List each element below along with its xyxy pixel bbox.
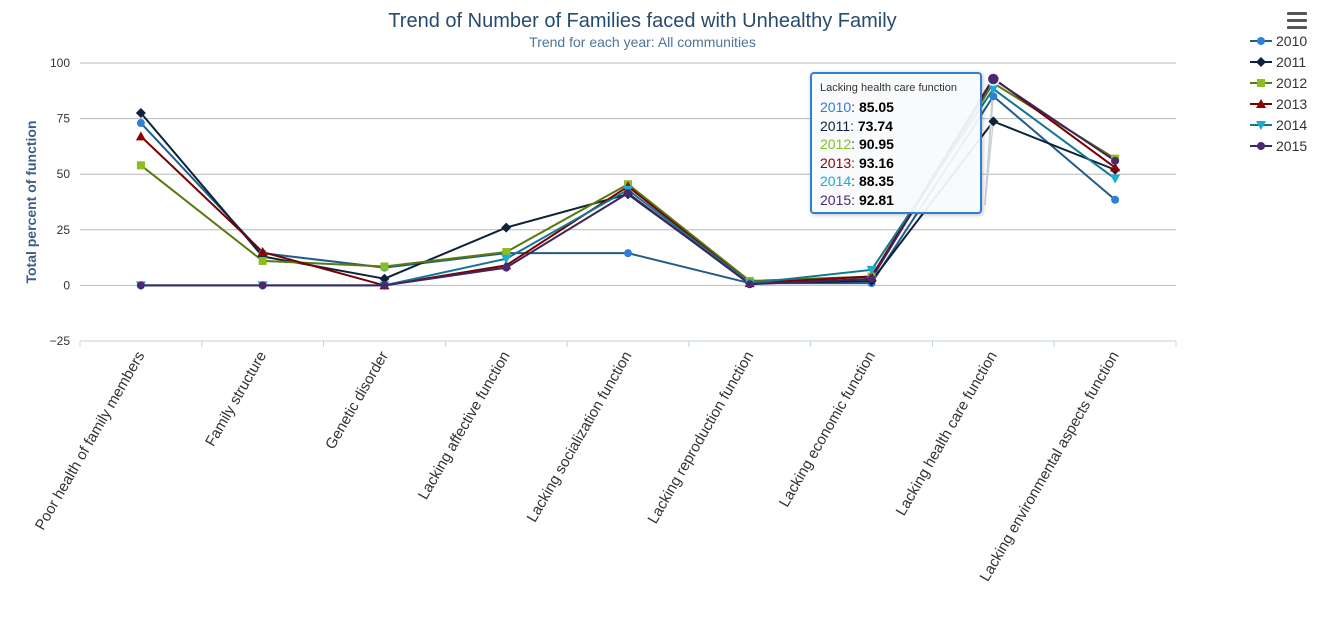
x-tick-label: Poor health of family members bbox=[32, 349, 148, 534]
data-point-2013[interactable] bbox=[257, 247, 268, 257]
x-tick-label: Lacking health care function bbox=[893, 348, 1001, 518]
tooltip-value: 92.81 bbox=[858, 191, 894, 208]
tooltip: Lacking health care function 2010: 85.05… bbox=[810, 72, 982, 214]
x-tick-label: Lacking economic function bbox=[776, 349, 879, 511]
data-point-2015[interactable] bbox=[502, 263, 511, 272]
legend-symbol bbox=[1250, 36, 1272, 45]
tooltip-row-2015: 2015: 92.81 bbox=[820, 191, 894, 208]
hamburger-menu-icon[interactable] bbox=[1284, 12, 1310, 34]
tooltip-value: 88.35 bbox=[858, 173, 894, 190]
legend-symbol bbox=[1250, 56, 1272, 67]
tooltip-value: 90.95 bbox=[858, 136, 894, 153]
data-point-2011[interactable] bbox=[988, 116, 999, 127]
y-tick-label: −25 bbox=[50, 334, 71, 348]
data-point-2010[interactable] bbox=[989, 92, 998, 101]
y-axis-title: Total percent of function bbox=[23, 120, 39, 283]
tooltip-value: 85.05 bbox=[858, 99, 894, 115]
data-point-2010[interactable] bbox=[136, 119, 145, 128]
data-point-2011[interactable] bbox=[135, 108, 146, 119]
legend-item-2014[interactable]: 2014 bbox=[1250, 114, 1307, 135]
data-point-2014[interactable] bbox=[866, 265, 877, 275]
legend-label: 2010 bbox=[1276, 32, 1308, 49]
data-point-2014[interactable] bbox=[1110, 174, 1121, 184]
legend-marker[interactable] bbox=[1256, 98, 1266, 108]
tooltip-header: Lacking health care function bbox=[820, 82, 957, 94]
data-point-2013[interactable] bbox=[1110, 162, 1121, 172]
legend-symbol bbox=[1250, 141, 1272, 150]
legend-marker[interactable] bbox=[1257, 78, 1265, 87]
x-tick-label: Genetic disorder bbox=[322, 349, 392, 453]
grid-layer bbox=[80, 62, 1176, 342]
legend-label: 2014 bbox=[1276, 116, 1308, 133]
tooltip-year: 2014 bbox=[820, 173, 852, 190]
tooltip-value: 93.16 bbox=[858, 154, 894, 171]
data-point-2015[interactable] bbox=[380, 281, 389, 290]
data-point-2011[interactable] bbox=[379, 273, 390, 284]
data-point-2014[interactable] bbox=[501, 254, 512, 264]
axis-layer: −25 0 25 50 75 100 Total percent of function Po… bbox=[23, 56, 1177, 585]
legend-marker[interactable] bbox=[1256, 120, 1266, 130]
tooltip-value: 73.74 bbox=[857, 117, 893, 134]
x-tick-label: Lacking socialization function bbox=[524, 349, 636, 526]
y-tick-label: 25 bbox=[57, 223, 71, 237]
tooltip-year: 2012 bbox=[820, 136, 852, 153]
legend-symbol bbox=[1250, 98, 1272, 108]
data-point-2013[interactable] bbox=[135, 131, 146, 141]
data-point-2015[interactable] bbox=[867, 274, 876, 283]
legend-symbol bbox=[1250, 78, 1272, 87]
y-tick-label: 100 bbox=[50, 56, 70, 70]
legend-item-2015[interactable]: 2015 bbox=[1250, 135, 1307, 156]
x-tick-label: Lacking affective function bbox=[415, 349, 514, 503]
x-tick-label: Lacking reproduction function bbox=[645, 349, 758, 527]
hover-point[interactable] bbox=[986, 72, 1001, 86]
legend-item-2012[interactable]: 2012 bbox=[1250, 72, 1307, 93]
data-point-2010[interactable] bbox=[624, 249, 632, 258]
data-point-2012[interactable] bbox=[258, 256, 267, 265]
y-tick-label: 75 bbox=[57, 112, 71, 126]
data-point-2012[interactable] bbox=[136, 161, 145, 170]
data-point-2015[interactable] bbox=[745, 280, 754, 289]
legend-marker[interactable] bbox=[1257, 36, 1265, 45]
data-point-2011[interactable] bbox=[501, 222, 512, 233]
data-point-2015[interactable] bbox=[624, 189, 632, 198]
data-point-2012[interactable] bbox=[380, 262, 389, 271]
legend-symbol bbox=[1250, 120, 1272, 130]
legend-item-2011[interactable]: 2011 bbox=[1250, 51, 1307, 72]
tooltip-row-2013: 2013: 93.16 bbox=[820, 154, 894, 171]
legend-item-2010[interactable]: 2010 bbox=[1250, 30, 1307, 51]
chart-title: Trend of Number of Families faced with U… bbox=[388, 10, 897, 32]
x-tick-label: Family structure bbox=[202, 349, 270, 450]
tooltip-year: 2013 bbox=[820, 154, 852, 171]
tooltip-row-2011: 2011: 73.74 bbox=[820, 117, 893, 134]
legend-label: 2012 bbox=[1276, 74, 1308, 91]
tooltip-rows: 2010: 85.05 2011: 73.74 2012: 90.95 2013: 9… bbox=[820, 98, 980, 210]
data-point-2015[interactable] bbox=[258, 281, 267, 290]
tooltip-row-2010: 2010: 85.05 bbox=[820, 99, 894, 115]
data-point-2014[interactable] bbox=[988, 84, 999, 94]
tooltip-year: 2010 bbox=[820, 99, 852, 115]
tooltip-year: 2015 bbox=[820, 191, 852, 208]
legend-label: 2013 bbox=[1276, 95, 1308, 112]
marker-layer bbox=[135, 72, 1121, 291]
legend-marker[interactable] bbox=[1256, 56, 1266, 67]
tooltip-year: 2011 bbox=[820, 117, 851, 134]
legend-marker[interactable] bbox=[1257, 141, 1265, 150]
data-point-2015[interactable] bbox=[136, 281, 145, 290]
x-tick-label: Lacking environmental aspects function bbox=[977, 349, 1123, 585]
tooltip-row-2014: 2014: 88.35 bbox=[820, 173, 894, 190]
chart-subtitle: Trend for each year: All communities bbox=[529, 34, 756, 50]
legend-label: 2015 bbox=[1276, 137, 1308, 154]
data-point-2010[interactable] bbox=[1111, 195, 1120, 204]
tooltip-row-2012: 2012: 90.95 bbox=[820, 136, 894, 153]
legend-item-2013[interactable]: 2013 bbox=[1250, 93, 1307, 114]
data-point-2012[interactable] bbox=[502, 248, 511, 257]
legend-label: 2011 bbox=[1276, 53, 1307, 70]
y-tick-label: 50 bbox=[57, 167, 71, 181]
legend: 2010 2011 2012 2013 2014 2015 bbox=[1250, 30, 1307, 156]
y-tick-label: 0 bbox=[63, 278, 70, 292]
data-point-2015[interactable] bbox=[1111, 156, 1120, 165]
